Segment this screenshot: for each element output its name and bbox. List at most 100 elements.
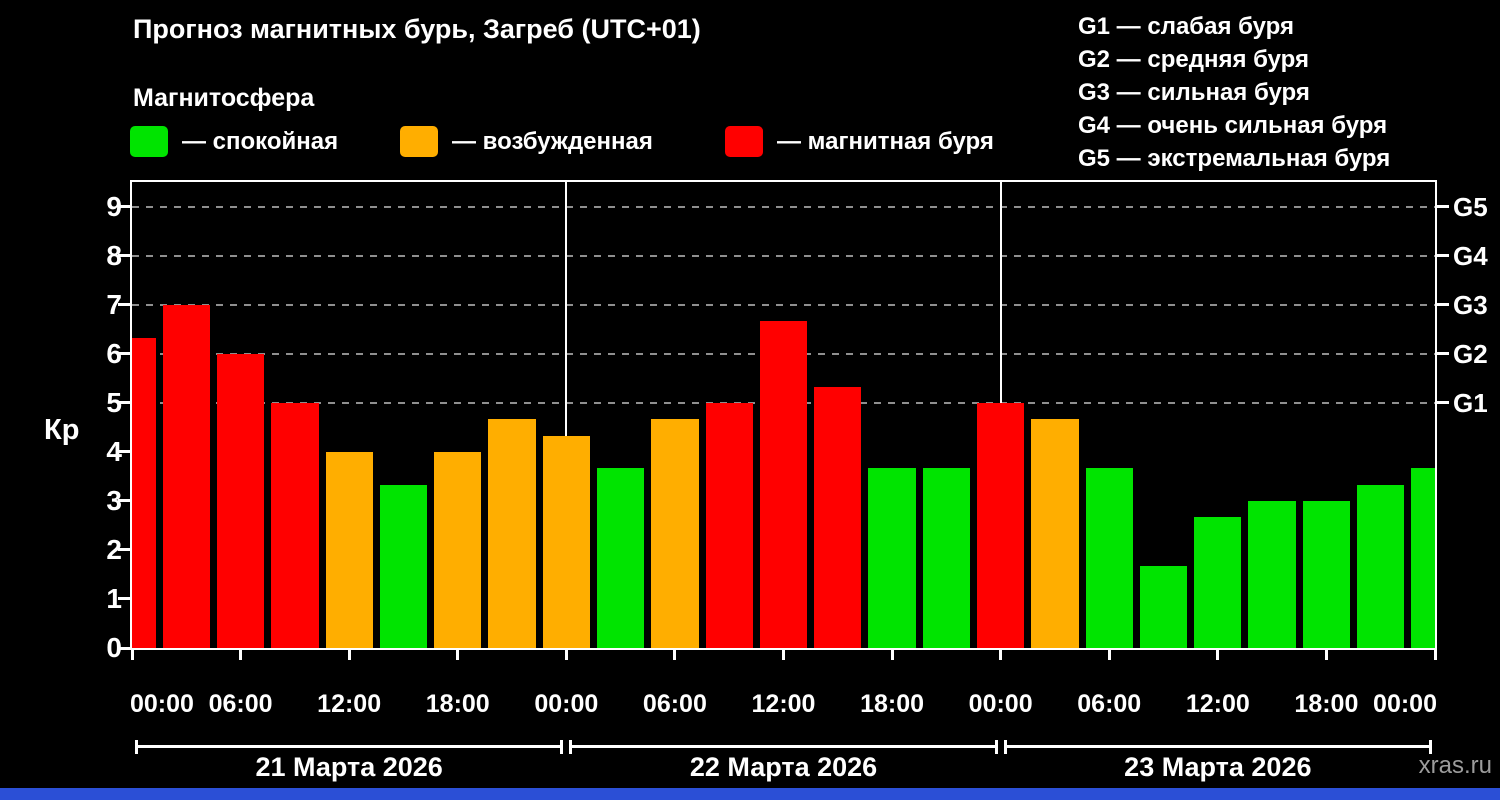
g-axis-tick — [1437, 303, 1449, 307]
kp-bar — [1194, 517, 1242, 648]
x-axis-tick — [999, 650, 1003, 660]
x-tick-label: 18:00 — [1294, 690, 1359, 718]
y-axis-tick — [118, 205, 130, 209]
kp-bar — [132, 337, 156, 648]
kp-bar — [1248, 500, 1296, 648]
x-tick-label: 12:00 — [751, 690, 816, 718]
kp-bar — [1031, 418, 1079, 648]
y-axis-tick — [118, 352, 130, 356]
kp-bar — [325, 451, 373, 648]
day-bracket — [1003, 740, 1432, 754]
legend-label-quiet: — спокойная — [182, 127, 339, 155]
y-axis-tick — [118, 254, 130, 258]
y-tick-label: 2 — [106, 533, 122, 565]
g1-legend-line: G1 — слабая буря — [1078, 13, 1295, 40]
legend-item-quiet: — спокойная — [130, 126, 338, 157]
kp-bar — [488, 418, 536, 648]
x-axis-tick — [1433, 650, 1437, 660]
g-axis-tick — [1437, 254, 1449, 258]
legend-item-excited: — возбужденная — [400, 126, 653, 157]
kp-bar — [1302, 500, 1351, 648]
x-tick-label: 18:00 — [425, 690, 490, 718]
kp-bar — [1411, 467, 1435, 648]
g-level-gridline — [132, 254, 1435, 257]
kp-bar — [434, 451, 482, 648]
quiet-color-swatch — [130, 126, 168, 157]
y-axis-title: Кр — [44, 414, 80, 446]
storm-color-swatch — [725, 126, 763, 157]
day-date-label: 21 Марта 2026 — [255, 752, 443, 782]
y-axis-tick — [118, 450, 130, 454]
y-tick-label: 1 — [106, 582, 122, 614]
g-axis-label: G1 — [1453, 387, 1488, 418]
y-axis-tick — [118, 646, 130, 650]
bottom-accent-strip — [0, 788, 1500, 800]
y-axis-tick — [118, 401, 130, 405]
y-tick-label: 8 — [106, 239, 122, 271]
day-bracket — [135, 740, 564, 754]
g-axis-label: G3 — [1453, 289, 1488, 320]
kp-bar — [759, 320, 808, 648]
day-date-label: 22 Марта 2026 — [689, 752, 878, 782]
day-bracket-line — [572, 745, 995, 748]
kp-bar — [1357, 484, 1405, 648]
y-tick-label: 3 — [106, 484, 122, 516]
kp-bar — [977, 402, 1025, 648]
day-bracket-line — [1006, 745, 1429, 748]
x-axis-tick — [1324, 650, 1328, 660]
legend-label-excited: — возбужденная — [452, 127, 653, 155]
y-tick-label: 5 — [106, 386, 122, 418]
day-bracket-line — [138, 745, 561, 748]
magnetosphere-label: Магнитосфера — [133, 84, 315, 112]
y-axis-tick — [118, 303, 130, 307]
g2-legend-line: G2 — средняя буря — [1078, 46, 1309, 73]
x-tick-label: 00:00 — [534, 690, 599, 718]
day-bracket — [569, 740, 998, 754]
g4-legend-line: G4 — очень сильная буря — [1078, 112, 1388, 139]
g-axis-tick — [1437, 401, 1449, 405]
kp-bar — [922, 467, 970, 648]
x-tick-label: 18:00 — [860, 690, 925, 718]
x-tick-label: 00:00 — [968, 690, 1033, 718]
axis-layer: 0 1 2 3 4 5 6 7 8 9 G1 G2 G3 G4 G5 00:00 06:00 12:00 18:00… — [106, 182, 1487, 782]
g-level-gridline — [132, 205, 1435, 208]
g5-legend-line: G5 — экстремальная буря — [1078, 145, 1391, 172]
kp-bar — [542, 435, 590, 648]
x-axis-tick — [1107, 650, 1111, 660]
kp-bar — [379, 484, 428, 648]
y-axis-tick — [118, 548, 130, 552]
y-tick-label: 9 — [106, 190, 122, 222]
x-tick-label: 00:00 — [130, 690, 194, 718]
kp-bar — [868, 467, 916, 648]
x-axis-tick — [130, 650, 134, 660]
day-date-label: 23 Марта 2026 — [1124, 752, 1312, 782]
y-tick-label: 0 — [106, 632, 122, 663]
kp-bar — [705, 402, 753, 648]
page-title: Прогноз магнитных бурь, Загреб (UTC+01) — [133, 14, 701, 44]
y-axis-tick — [118, 499, 130, 503]
kp-bar — [216, 353, 265, 648]
g-level-gridline — [132, 303, 1435, 306]
magnetosphere-legend: — спокойная — возбужденная — магнитная б… — [0, 126, 1500, 166]
g-axis-label: G5 — [1453, 191, 1488, 222]
legend-item-storm: — магнитная буря — [725, 126, 994, 157]
g-axis-label: G4 — [1453, 240, 1488, 271]
kp-bar-chart: 0 1 2 3 4 5 6 7 8 9 G1 G2 G3 G4 G5 00:00 06:00 12:00 18:00… — [106, 180, 1488, 782]
x-tick-label: 00:00 — [1373, 690, 1437, 718]
kp-bar — [814, 386, 862, 648]
kp-bar — [596, 467, 645, 648]
x-axis-tick — [890, 650, 894, 660]
g-scale-legend: G1 — слабая буря G2 — средняя буря G3 — … — [1078, 10, 1390, 175]
kp-bar — [651, 418, 699, 648]
y-axis-tick — [118, 597, 130, 601]
x-axis-tick — [564, 650, 568, 660]
kp-bar — [1085, 467, 1133, 648]
y-tick-label: 4 — [106, 435, 122, 467]
plot-area — [132, 182, 1435, 648]
kp-bar — [1139, 566, 1188, 648]
x-tick-label: 12:00 — [317, 690, 382, 718]
x-axis-tick — [1216, 650, 1220, 660]
x-axis-tick — [456, 650, 460, 660]
x-tick-label: 06:00 — [208, 690, 273, 718]
